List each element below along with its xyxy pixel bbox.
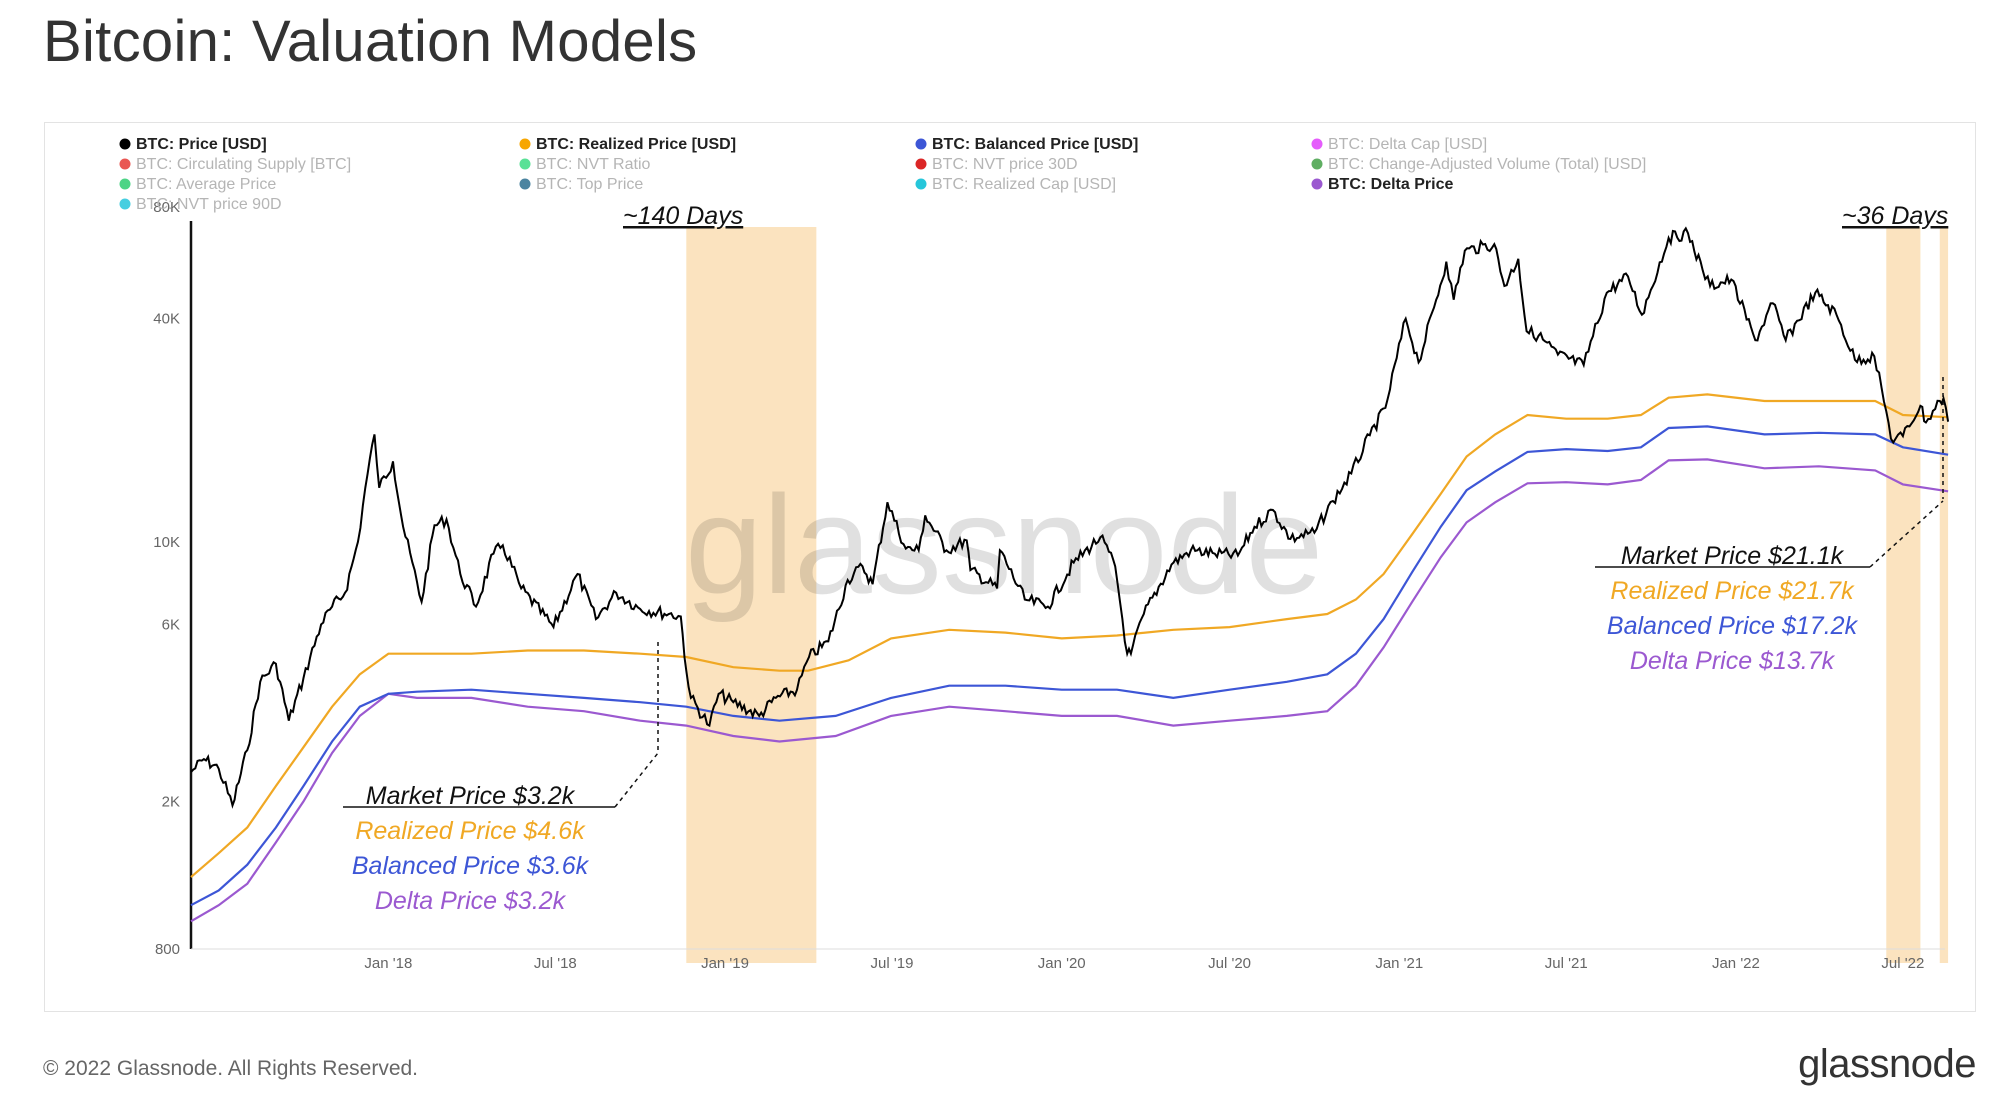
right-realized-price: Realized Price $21.7k — [1610, 577, 1855, 605]
y-axis-ticks: 800 2K 6K 10K 40K 80K — [153, 199, 180, 958]
hl-band-3 — [1939, 227, 1949, 963]
y-tick-label: 2K — [162, 793, 180, 810]
legend-label: BTC: Delta Price — [1328, 176, 1453, 193]
legend-label: BTC: Circulating Supply [BTC] — [136, 156, 351, 173]
x-tick-label: Jul '22 — [1881, 955, 1924, 972]
legend-label: BTC: Change-Adjusted Volume (Total) [USD… — [1328, 156, 1646, 173]
left-annot-leader — [614, 641, 659, 808]
y-tick-label: 6K — [162, 616, 180, 633]
right-days-label: ~36 Days — [1842, 202, 1948, 230]
hl-band-2 — [1886, 227, 1921, 963]
legend-label: BTC: Balanced Price [USD] — [932, 136, 1138, 153]
legend-item[interactable]: BTC: Change-Adjusted Volume (Total) [USD… — [1311, 156, 1647, 173]
chart-svg: glassnode 800 2K 6K 10K 40K 80K Jan '18 Jul '1… — [119, 136, 1950, 972]
y-tick-label: 40K — [153, 311, 180, 328]
legend-item[interactable]: BTC: Realized Price [USD] — [519, 136, 737, 153]
series-btc-price — [190, 226, 1950, 809]
legend-dot — [119, 178, 131, 190]
x-tick-label: Jan '19 — [701, 955, 749, 972]
chart-frame: glassnode 800 2K 6K 10K 40K 80K Jan '18 Jul '1… — [44, 122, 1976, 1012]
y-tick-label: 10K — [153, 534, 180, 551]
legend-dot — [1311, 158, 1323, 170]
right-market-price: Market Price $21.1k — [1621, 542, 1845, 570]
legend-dot — [915, 138, 927, 150]
legend-label: BTC: Average Price — [136, 176, 276, 193]
footer-logo: glassnode — [1798, 1042, 1976, 1086]
legend-dot — [119, 158, 131, 170]
legend-item[interactable]: BTC: Circulating Supply [BTC] — [119, 156, 352, 173]
legend-dot — [119, 198, 131, 210]
x-tick-label: Jan '20 — [1038, 955, 1086, 972]
legend-dot — [519, 138, 531, 150]
legend-label: BTC: NVT Ratio — [536, 156, 651, 173]
legend-item[interactable]: BTC: Top Price — [519, 176, 644, 193]
legend-item[interactable]: BTC: NVT price 30D — [915, 156, 1078, 173]
legend-label: BTC: Realized Price [USD] — [536, 136, 736, 153]
hl-band-1 — [686, 227, 817, 963]
legend-label: BTC: NVT price 90D — [136, 196, 282, 213]
legend-dot — [915, 178, 927, 190]
legend-label: BTC: Realized Cap [USD] — [932, 176, 1116, 193]
legend-label: BTC: NVT price 30D — [932, 156, 1078, 173]
legend-label: BTC: Delta Cap [USD] — [1328, 136, 1487, 153]
right-delta-price: Delta Price $13.7k — [1630, 647, 1836, 675]
legend-item[interactable]: BTC: Average Price — [119, 176, 277, 193]
left-delta-price: Delta Price $3.2k — [375, 887, 567, 915]
x-tick-label: Jul '20 — [1208, 955, 1251, 972]
x-tick-label: Jan '22 — [1712, 955, 1760, 972]
x-tick-label: Jan '21 — [1375, 955, 1423, 972]
left-balanced-price: Balanced Price $3.6k — [352, 852, 590, 880]
legend-item[interactable]: BTC: NVT price 90D — [119, 196, 282, 213]
x-tick-label: Jul '21 — [1545, 955, 1588, 972]
legend-item[interactable]: BTC: NVT Ratio — [519, 156, 651, 173]
footer-copyright: © 2022 Glassnode. All Rights Reserved. — [43, 1057, 419, 1080]
legend-dot — [519, 158, 531, 170]
left-market-price: Market Price $3.2k — [366, 782, 576, 810]
left-realized-price: Realized Price $4.6k — [355, 817, 586, 845]
legend: BTC: Price [USD] BTC: Realized Price [USD… — [119, 136, 1647, 213]
legend-item[interactable]: BTC: Delta Cap [USD] — [1311, 136, 1488, 153]
legend-item[interactable]: BTC: Balanced Price [USD] — [915, 136, 1139, 153]
x-tick-label: Jul '19 — [871, 955, 914, 972]
legend-label: BTC: Top Price — [536, 176, 643, 193]
left-days-label: ~140 Days — [623, 202, 743, 230]
legend-item[interactable]: BTC: Delta Price — [1311, 176, 1454, 193]
x-axis-ticks: Jan '18 Jul '18 Jan '19 Jul '19 Jan '20 Jul '… — [364, 955, 1924, 972]
legend-dot — [519, 178, 531, 190]
legend-dot — [119, 138, 131, 150]
y-tick-label: 800 — [155, 941, 180, 958]
right-balanced-price: Balanced Price $17.2k — [1607, 612, 1859, 640]
legend-dot — [1311, 178, 1323, 190]
series-balanced-price — [190, 425, 1949, 907]
legend-item[interactable]: BTC: Realized Cap [USD] — [915, 176, 1117, 193]
legend-dot — [1311, 138, 1323, 150]
x-tick-label: Jul '18 — [534, 955, 577, 972]
legend-item[interactable]: BTC: Price [USD] — [119, 136, 267, 153]
y-tick-label: 80K — [153, 199, 180, 216]
legend-dot — [915, 158, 927, 170]
x-tick-label: Jan '18 — [364, 955, 412, 972]
page-title: Bitcoin: Valuation Models — [43, 9, 698, 74]
right-annot-leader — [1869, 500, 1944, 568]
series-realized-price — [190, 393, 1949, 878]
watermark: glassnode — [685, 466, 1323, 623]
legend-label: BTC: Price [USD] — [136, 136, 267, 153]
